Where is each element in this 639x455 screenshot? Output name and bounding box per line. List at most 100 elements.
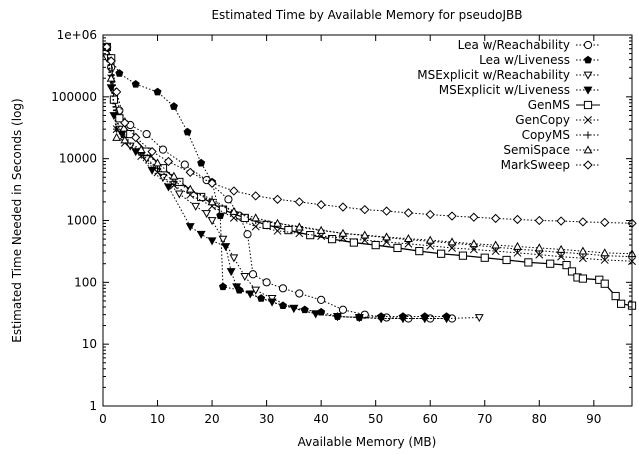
legend-label: Lea w/Reachability [458,38,570,52]
data-point [381,206,392,216]
data-point [474,314,484,323]
data-point [262,278,271,287]
data-point [169,171,179,180]
data-point [300,305,309,314]
data-point [158,145,168,154]
series-msexplicit-w-liveness [102,43,452,324]
data-point [115,114,124,123]
data-point [273,218,282,227]
data-point [556,244,566,253]
x-tick-label: 80 [532,412,547,426]
data-point [251,191,261,201]
data-point [262,220,271,229]
data-point [163,183,173,192]
chart-title: Estimated Time by Available Memory for p… [211,8,522,22]
data-point [578,254,587,263]
data-point [232,283,242,292]
data-point [333,313,342,322]
series-layer [102,42,637,324]
data-point [382,232,392,241]
data-point [354,314,364,323]
legend-marker [584,131,592,139]
data-point [207,217,217,226]
data-point [306,231,315,240]
legend-label: Lea w/Liveness [479,53,570,67]
legend-item: GenCopy [515,113,600,127]
data-point [272,194,283,204]
legend-marker [583,55,593,64]
data-point [447,237,457,246]
legend-item: MarkSweep [501,158,600,172]
data-point [106,56,116,66]
data-point [111,87,122,97]
legend-marker [583,86,593,95]
data-point [197,158,206,167]
data-point [106,73,116,82]
data-point [218,205,228,214]
data-point [415,246,424,256]
series-line-marksweep [106,46,633,224]
legend-marker [583,71,593,80]
series-line-lea-w-liveness [106,46,447,318]
data-point [202,210,212,219]
data-point [295,229,304,238]
data-point [207,178,217,188]
data-point [197,192,206,202]
x-tick-label: 30 [259,412,274,426]
legend-label: SemiSpace [503,143,570,157]
data-point [557,252,566,261]
y-tick-label: 1 [89,399,97,413]
data-point [257,294,266,302]
data-point [131,132,141,143]
data-point [534,215,544,226]
series-line-copyms [106,46,633,258]
data-point [317,295,326,304]
data-point [376,315,386,324]
data-point [102,42,112,52]
data-point [183,127,192,136]
data-point [425,209,435,220]
data-point [502,255,511,265]
data-point [191,202,201,211]
data-point [398,315,408,324]
data-point [294,222,304,231]
data-point [229,254,239,263]
plot-frame [102,34,633,407]
data-point [327,235,337,244]
series-line-msexplicit-w-reachability [106,57,480,320]
series-line-msexplicit-w-liveness [106,46,447,320]
data-point [120,118,130,128]
x-tick-label: 90 [586,412,601,426]
data-point [556,216,566,226]
data-point [180,160,189,169]
data-point [458,251,468,260]
data-point [163,156,174,167]
legend-label: MSExplicit w/Reachability [417,68,570,82]
x-tick-label: 60 [423,412,438,426]
data-point [425,235,435,244]
series-lea-w-reachability [102,42,457,323]
legend-label: MSExplicit w/Liveness [439,83,570,97]
data-point [616,299,626,308]
data-point [136,145,146,154]
data-point [513,241,522,250]
data-point [126,129,135,139]
y-tick-label: 10 [82,337,97,351]
legend-item: GenMS [528,98,600,112]
data-point [229,213,238,222]
data-point [251,213,261,222]
series-line-gencopy [106,46,633,262]
data-point [226,268,236,277]
data-point [437,249,446,258]
x-tick-label: 70 [477,412,492,426]
x-axis-title: Available Memory (MB) [298,435,437,449]
data-point [153,87,162,96]
y-tick-label: 1000 [66,214,97,228]
data-point [469,239,479,248]
legend-item: MSExplicit w/Liveness [439,83,600,97]
data-point [248,270,258,279]
data-point [480,253,489,262]
data-point [338,202,348,212]
data-point [153,168,162,177]
legend-item: CopyMS [522,128,600,142]
